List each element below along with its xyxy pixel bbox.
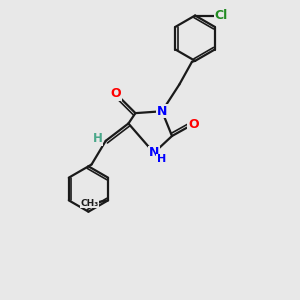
Text: O: O: [188, 118, 199, 130]
Text: N: N: [149, 146, 159, 159]
Text: O: O: [111, 87, 121, 100]
Text: Cl: Cl: [214, 9, 227, 22]
Text: CH₃: CH₃: [80, 199, 98, 208]
Text: H: H: [92, 132, 102, 145]
Text: H: H: [157, 154, 166, 164]
Text: N: N: [157, 105, 167, 118]
